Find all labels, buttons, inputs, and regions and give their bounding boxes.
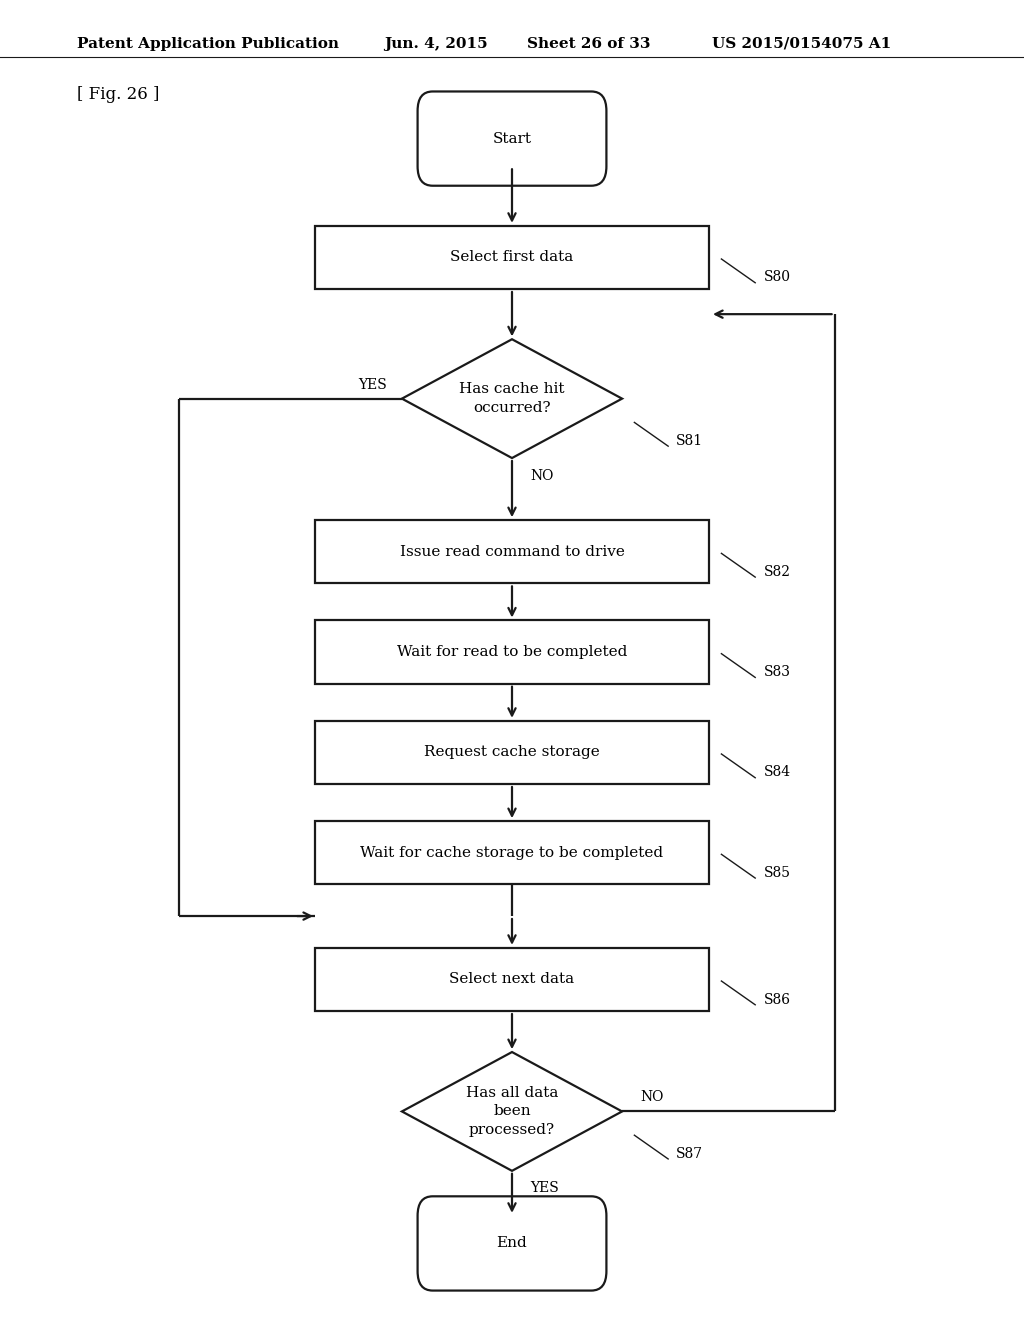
- Text: Sheet 26 of 33: Sheet 26 of 33: [527, 37, 651, 50]
- Text: Jun. 4, 2015: Jun. 4, 2015: [384, 37, 487, 50]
- Text: S87: S87: [677, 1147, 703, 1160]
- Text: YES: YES: [530, 1181, 559, 1196]
- Bar: [315, 226, 709, 289]
- Text: Start: Start: [493, 132, 531, 145]
- Text: US 2015/0154075 A1: US 2015/0154075 A1: [712, 37, 891, 50]
- Text: S86: S86: [764, 993, 791, 1007]
- Text: S83: S83: [764, 665, 791, 680]
- Text: Issue read command to drive: Issue read command to drive: [399, 545, 625, 558]
- Bar: [315, 520, 709, 583]
- Text: S82: S82: [764, 565, 791, 579]
- Text: S85: S85: [764, 866, 791, 880]
- Text: NO: NO: [641, 1089, 664, 1104]
- Text: Select next data: Select next data: [450, 973, 574, 986]
- Bar: [315, 948, 709, 1011]
- Text: Select first data: Select first data: [451, 251, 573, 264]
- Text: NO: NO: [530, 469, 554, 483]
- Text: Patent Application Publication: Patent Application Publication: [77, 37, 339, 50]
- Text: S80: S80: [764, 271, 791, 285]
- Polygon shape: [401, 1052, 623, 1171]
- Text: S84: S84: [764, 766, 791, 780]
- Text: Has all data
been
processed?: Has all data been processed?: [466, 1086, 558, 1137]
- Text: YES: YES: [357, 378, 387, 392]
- Text: Has cache hit
occurred?: Has cache hit occurred?: [459, 383, 565, 414]
- Text: Wait for read to be completed: Wait for read to be completed: [397, 645, 627, 659]
- Text: Wait for cache storage to be completed: Wait for cache storage to be completed: [360, 846, 664, 859]
- Bar: [315, 721, 709, 784]
- Text: [ Fig. 26 ]: [ Fig. 26 ]: [77, 86, 159, 103]
- Text: Request cache storage: Request cache storage: [424, 746, 600, 759]
- FancyBboxPatch shape: [418, 91, 606, 186]
- Bar: [315, 620, 709, 684]
- FancyBboxPatch shape: [418, 1196, 606, 1291]
- Text: S81: S81: [677, 434, 703, 447]
- Text: End: End: [497, 1237, 527, 1250]
- Polygon shape: [401, 339, 623, 458]
- Bar: [315, 821, 709, 884]
